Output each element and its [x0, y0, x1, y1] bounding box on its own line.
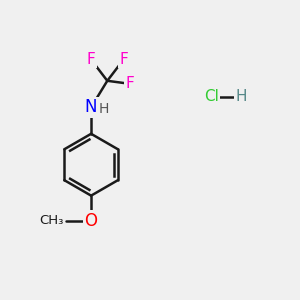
- Text: F: F: [87, 52, 95, 67]
- Text: O: O: [85, 212, 98, 230]
- Text: F: F: [125, 76, 134, 91]
- Text: N: N: [85, 98, 98, 116]
- Text: H: H: [98, 102, 109, 116]
- Text: Cl: Cl: [204, 89, 219, 104]
- Text: H: H: [236, 89, 247, 104]
- Text: CH₃: CH₃: [39, 214, 63, 227]
- Text: F: F: [119, 52, 128, 67]
